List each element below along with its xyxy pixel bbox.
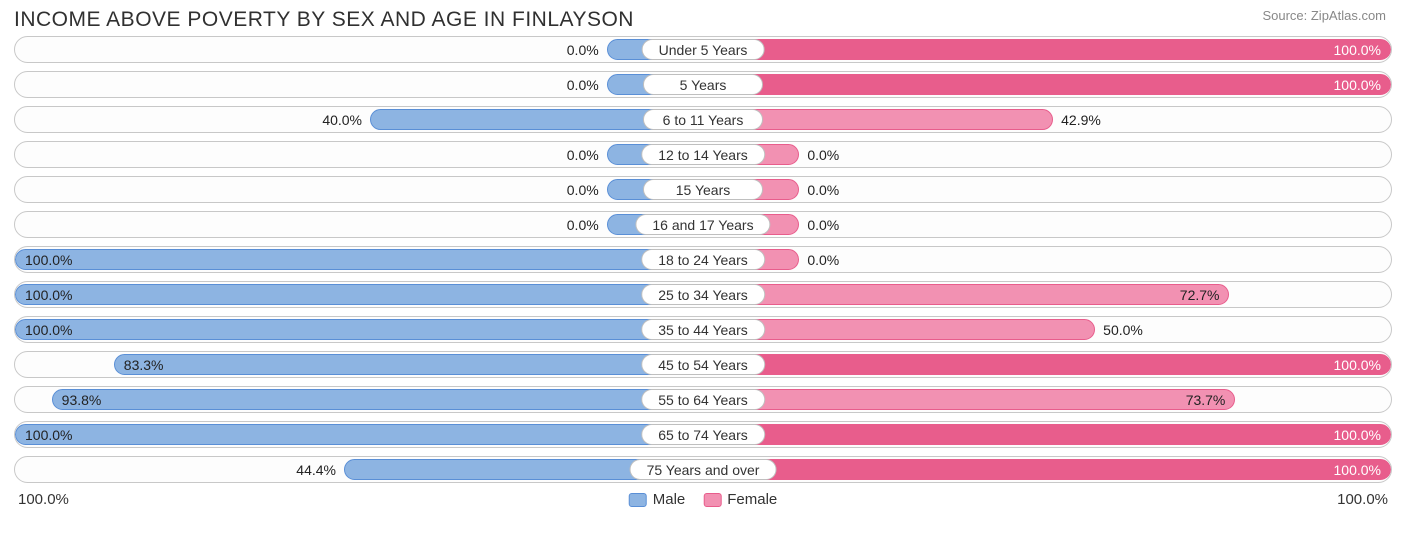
category-label: 18 to 24 Years xyxy=(641,249,765,270)
category-label: 6 to 11 Years xyxy=(643,109,763,130)
female-value-label: 0.0% xyxy=(807,147,839,163)
female-bar xyxy=(703,459,1391,480)
chart-area: 0.0% 100.0% Under 5 Years 0.0% 100.0% 5 Years… xyxy=(0,36,1406,483)
legend-male: Male xyxy=(629,491,686,508)
male-value-label: 0.0% xyxy=(567,217,599,233)
male-value-label: 0.0% xyxy=(567,77,599,93)
legend-female: Female xyxy=(703,491,777,508)
chart-row: 100.0% 50.0% 35 to 44 Years xyxy=(14,316,1392,343)
female-value-label: 0.0% xyxy=(807,182,839,198)
female-value-label: 100.0% xyxy=(1334,462,1381,478)
male-value-label: 93.8% xyxy=(62,392,102,408)
female-bar xyxy=(703,354,1391,375)
male-value-label: 83.3% xyxy=(124,357,164,373)
category-label: 5 Years xyxy=(643,74,763,95)
chart-row: 0.0% 0.0% 15 Years xyxy=(14,176,1392,203)
chart-row: 100.0% 100.0% 65 to 74 Years xyxy=(14,421,1392,448)
female-bar xyxy=(703,389,1235,410)
chart-row: 100.0% 0.0% 18 to 24 Years xyxy=(14,246,1392,273)
axis-left-label: 100.0% xyxy=(18,491,69,508)
male-value-label: 100.0% xyxy=(25,427,72,443)
legend-female-label: Female xyxy=(727,491,777,508)
chart-row: 93.8% 73.7% 55 to 64 Years xyxy=(14,386,1392,413)
male-value-label: 100.0% xyxy=(25,287,72,303)
female-bar xyxy=(703,39,1391,60)
male-bar xyxy=(15,424,703,445)
male-bar xyxy=(52,389,703,410)
female-value-label: 100.0% xyxy=(1334,427,1381,443)
male-value-label: 100.0% xyxy=(25,322,72,338)
chart-row: 0.0% 100.0% 5 Years xyxy=(14,71,1392,98)
category-label: 12 to 14 Years xyxy=(641,144,765,165)
chart-row: 44.4% 100.0% 75 Years and over xyxy=(14,456,1392,483)
male-value-label: 44.4% xyxy=(296,462,336,478)
male-value-label: 100.0% xyxy=(25,252,72,268)
chart-row: 83.3% 100.0% 45 to 54 Years xyxy=(14,351,1392,378)
female-bar xyxy=(703,424,1391,445)
female-value-label: 72.7% xyxy=(1180,287,1220,303)
female-value-label: 0.0% xyxy=(807,252,839,268)
legend-male-label: Male xyxy=(653,491,686,508)
female-value-label: 100.0% xyxy=(1334,357,1381,373)
category-label: Under 5 Years xyxy=(642,39,765,60)
male-bar xyxy=(114,354,703,375)
chart-header: INCOME ABOVE POVERTY BY SEX AND AGE IN F… xyxy=(0,0,1406,36)
chart-row: 40.0% 42.9% 6 to 11 Years xyxy=(14,106,1392,133)
category-label: 45 to 54 Years xyxy=(641,354,765,375)
chart-row: 100.0% 72.7% 25 to 34 Years xyxy=(14,281,1392,308)
category-label: 25 to 34 Years xyxy=(641,284,765,305)
category-label: 65 to 74 Years xyxy=(641,424,765,445)
source-attribution: Source: ZipAtlas.com xyxy=(1262,8,1386,23)
legend-male-swatch xyxy=(629,493,647,507)
chart-row: 0.0% 100.0% Under 5 Years xyxy=(14,36,1392,63)
female-value-label: 50.0% xyxy=(1103,322,1143,338)
male-value-label: 0.0% xyxy=(567,147,599,163)
category-label: 35 to 44 Years xyxy=(641,319,765,340)
category-label: 55 to 64 Years xyxy=(641,389,765,410)
male-value-label: 40.0% xyxy=(322,112,362,128)
legend: Male Female xyxy=(629,491,778,508)
female-value-label: 0.0% xyxy=(807,217,839,233)
female-value-label: 42.9% xyxy=(1061,112,1101,128)
male-value-label: 0.0% xyxy=(567,42,599,58)
chart-row: 0.0% 0.0% 16 and 17 Years xyxy=(14,211,1392,238)
female-value-label: 73.7% xyxy=(1186,392,1226,408)
x-axis: 100.0% Male Female 100.0% xyxy=(0,491,1406,508)
category-label: 75 Years and over xyxy=(630,459,777,480)
female-bar xyxy=(703,74,1391,95)
legend-female-swatch xyxy=(703,493,721,507)
male-bar xyxy=(15,249,703,270)
chart-title: INCOME ABOVE POVERTY BY SEX AND AGE IN F… xyxy=(14,8,634,32)
male-bar xyxy=(15,284,703,305)
female-value-label: 100.0% xyxy=(1334,77,1381,93)
chart-row: 0.0% 0.0% 12 to 14 Years xyxy=(14,141,1392,168)
category-label: 16 and 17 Years xyxy=(635,214,770,235)
category-label: 15 Years xyxy=(643,179,763,200)
female-bar xyxy=(703,284,1229,305)
axis-right-label: 100.0% xyxy=(1337,491,1388,508)
male-value-label: 0.0% xyxy=(567,182,599,198)
female-value-label: 100.0% xyxy=(1334,42,1381,58)
male-bar xyxy=(15,319,703,340)
